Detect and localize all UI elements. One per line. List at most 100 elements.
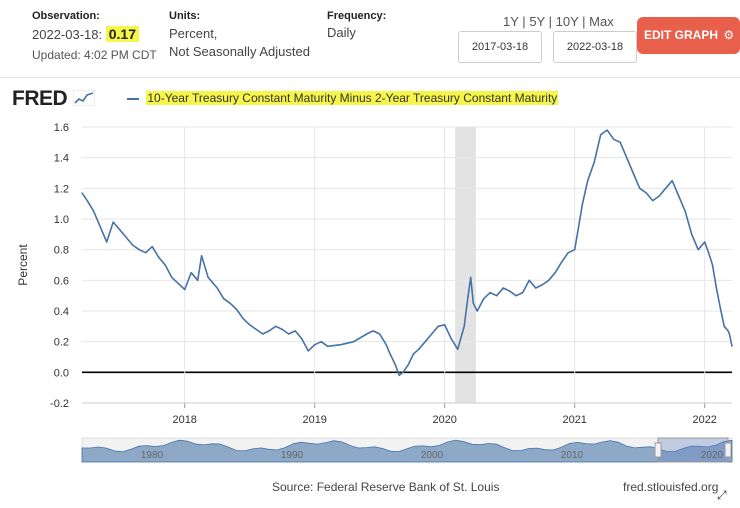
data-point: [723, 325, 725, 327]
data-point: [398, 374, 400, 376]
range-max-button[interactable]: Max: [589, 14, 614, 29]
data-point: [727, 330, 729, 332]
data-point: [697, 249, 699, 251]
range-separator: |: [582, 14, 586, 29]
data-point: [353, 341, 355, 343]
navigator-label: 1980: [141, 450, 164, 461]
data-point: [665, 187, 667, 189]
data-point: [81, 192, 83, 194]
navigator-series: [81, 439, 733, 463]
data-point: [645, 192, 647, 194]
y-tick-label: 0.8: [54, 245, 69, 257]
data-point: [541, 284, 543, 286]
data-point: [470, 276, 472, 278]
data-point: [132, 244, 134, 246]
end-date-input[interactable]: 2022-03-18: [553, 31, 637, 63]
data-point: [138, 249, 140, 251]
data-point: [236, 308, 238, 311]
updated-time: Updated: 4:02 PM CDT: [32, 48, 157, 62]
edit-graph-label: EDIT GRAPH: [644, 28, 719, 42]
data-point: [93, 210, 95, 212]
data-point: [424, 341, 426, 343]
data-point: [632, 172, 634, 174]
y-tick-label: -0.2: [50, 398, 69, 410]
data-point: [106, 241, 108, 243]
data-point: [489, 292, 491, 294]
data-point: [281, 328, 283, 330]
data-point: [450, 338, 452, 340]
data-point: [509, 290, 511, 292]
recession-band: [455, 127, 476, 403]
navigator-label: 1990: [281, 450, 304, 461]
observation-block: Observation: 2022-03-18: 0.17 Updated: 4…: [32, 10, 157, 62]
data-point: [223, 298, 225, 300]
data-point: [151, 246, 153, 248]
fullscreen-icon[interactable]: ⤢: [716, 488, 727, 502]
data-point: [476, 310, 478, 312]
data-point: [249, 324, 251, 326]
data-point: [457, 348, 459, 350]
navigator-handle[interactable]: [724, 442, 732, 458]
data-point: [379, 333, 381, 335]
data-point: [691, 233, 693, 235]
data-point: [229, 302, 231, 304]
data-point: [197, 279, 199, 281]
data-point: [385, 344, 387, 346]
data-point: [502, 287, 504, 289]
data-point: [483, 298, 485, 300]
data-point: [719, 307, 721, 309]
observation-label: Observation:: [32, 10, 100, 22]
data-point: [171, 276, 173, 278]
data-point: [548, 279, 550, 281]
legend-line-icon: [127, 97, 139, 100]
fred-logo: FRED: [12, 87, 95, 111]
data-point: [671, 180, 673, 182]
frequency-value: Daily: [327, 25, 356, 40]
edit-graph-button[interactable]: EDIT GRAPH ⚙: [637, 17, 740, 54]
x-tick-label: 2018: [172, 414, 196, 426]
range-5y-button[interactable]: 5Y: [529, 14, 545, 29]
data-point: [288, 333, 290, 335]
data-point: [528, 279, 530, 281]
data-point: [578, 226, 580, 228]
units-label: Units:: [169, 10, 201, 22]
navigator-handle[interactable]: [654, 442, 662, 458]
gear-icon: ⚙: [723, 28, 735, 42]
data-point: [535, 287, 537, 289]
data-point: [294, 330, 296, 332]
data-point: [567, 252, 569, 254]
data-point: [119, 229, 121, 231]
x-tick-label: 2021: [562, 414, 586, 426]
data-point: [619, 141, 621, 143]
chart-panel: [0, 78, 740, 508]
range-1y-button[interactable]: 1Y: [503, 14, 519, 29]
data-point: [561, 261, 563, 263]
data-point: [639, 187, 641, 189]
y-tick-label: 0.6: [54, 275, 69, 287]
data-point: [262, 333, 264, 335]
data-point: [496, 295, 498, 297]
data-point: [158, 256, 160, 258]
range-10y-button[interactable]: 10Y: [555, 14, 579, 29]
data-point: [467, 295, 469, 297]
data-point: [407, 364, 409, 366]
x-tick-label: 2020: [432, 414, 456, 426]
units-block: Units: Percent, Not Seasonally Adjusted: [169, 10, 310, 61]
data-point: [327, 345, 329, 347]
chart-legend: 10-Year Treasury Constant Maturity Minus…: [127, 91, 559, 105]
data-point: [728, 333, 731, 335]
x-tick-label: 2022: [692, 414, 716, 426]
start-date-input[interactable]: 2017-03-18: [458, 31, 542, 63]
y-tick-label: 1.4: [54, 153, 69, 165]
data-point: [145, 252, 147, 254]
site-link[interactable]: fred.stlouisfed.org: [623, 480, 719, 494]
data-point: [394, 364, 396, 366]
data-point: [201, 255, 203, 257]
data-point: [255, 328, 257, 330]
range-separator: |: [548, 14, 552, 29]
units-value-2: Not Seasonally Adjusted: [169, 44, 310, 59]
data-point: [431, 333, 433, 335]
data-point: [112, 221, 114, 223]
data-point: [731, 345, 733, 347]
